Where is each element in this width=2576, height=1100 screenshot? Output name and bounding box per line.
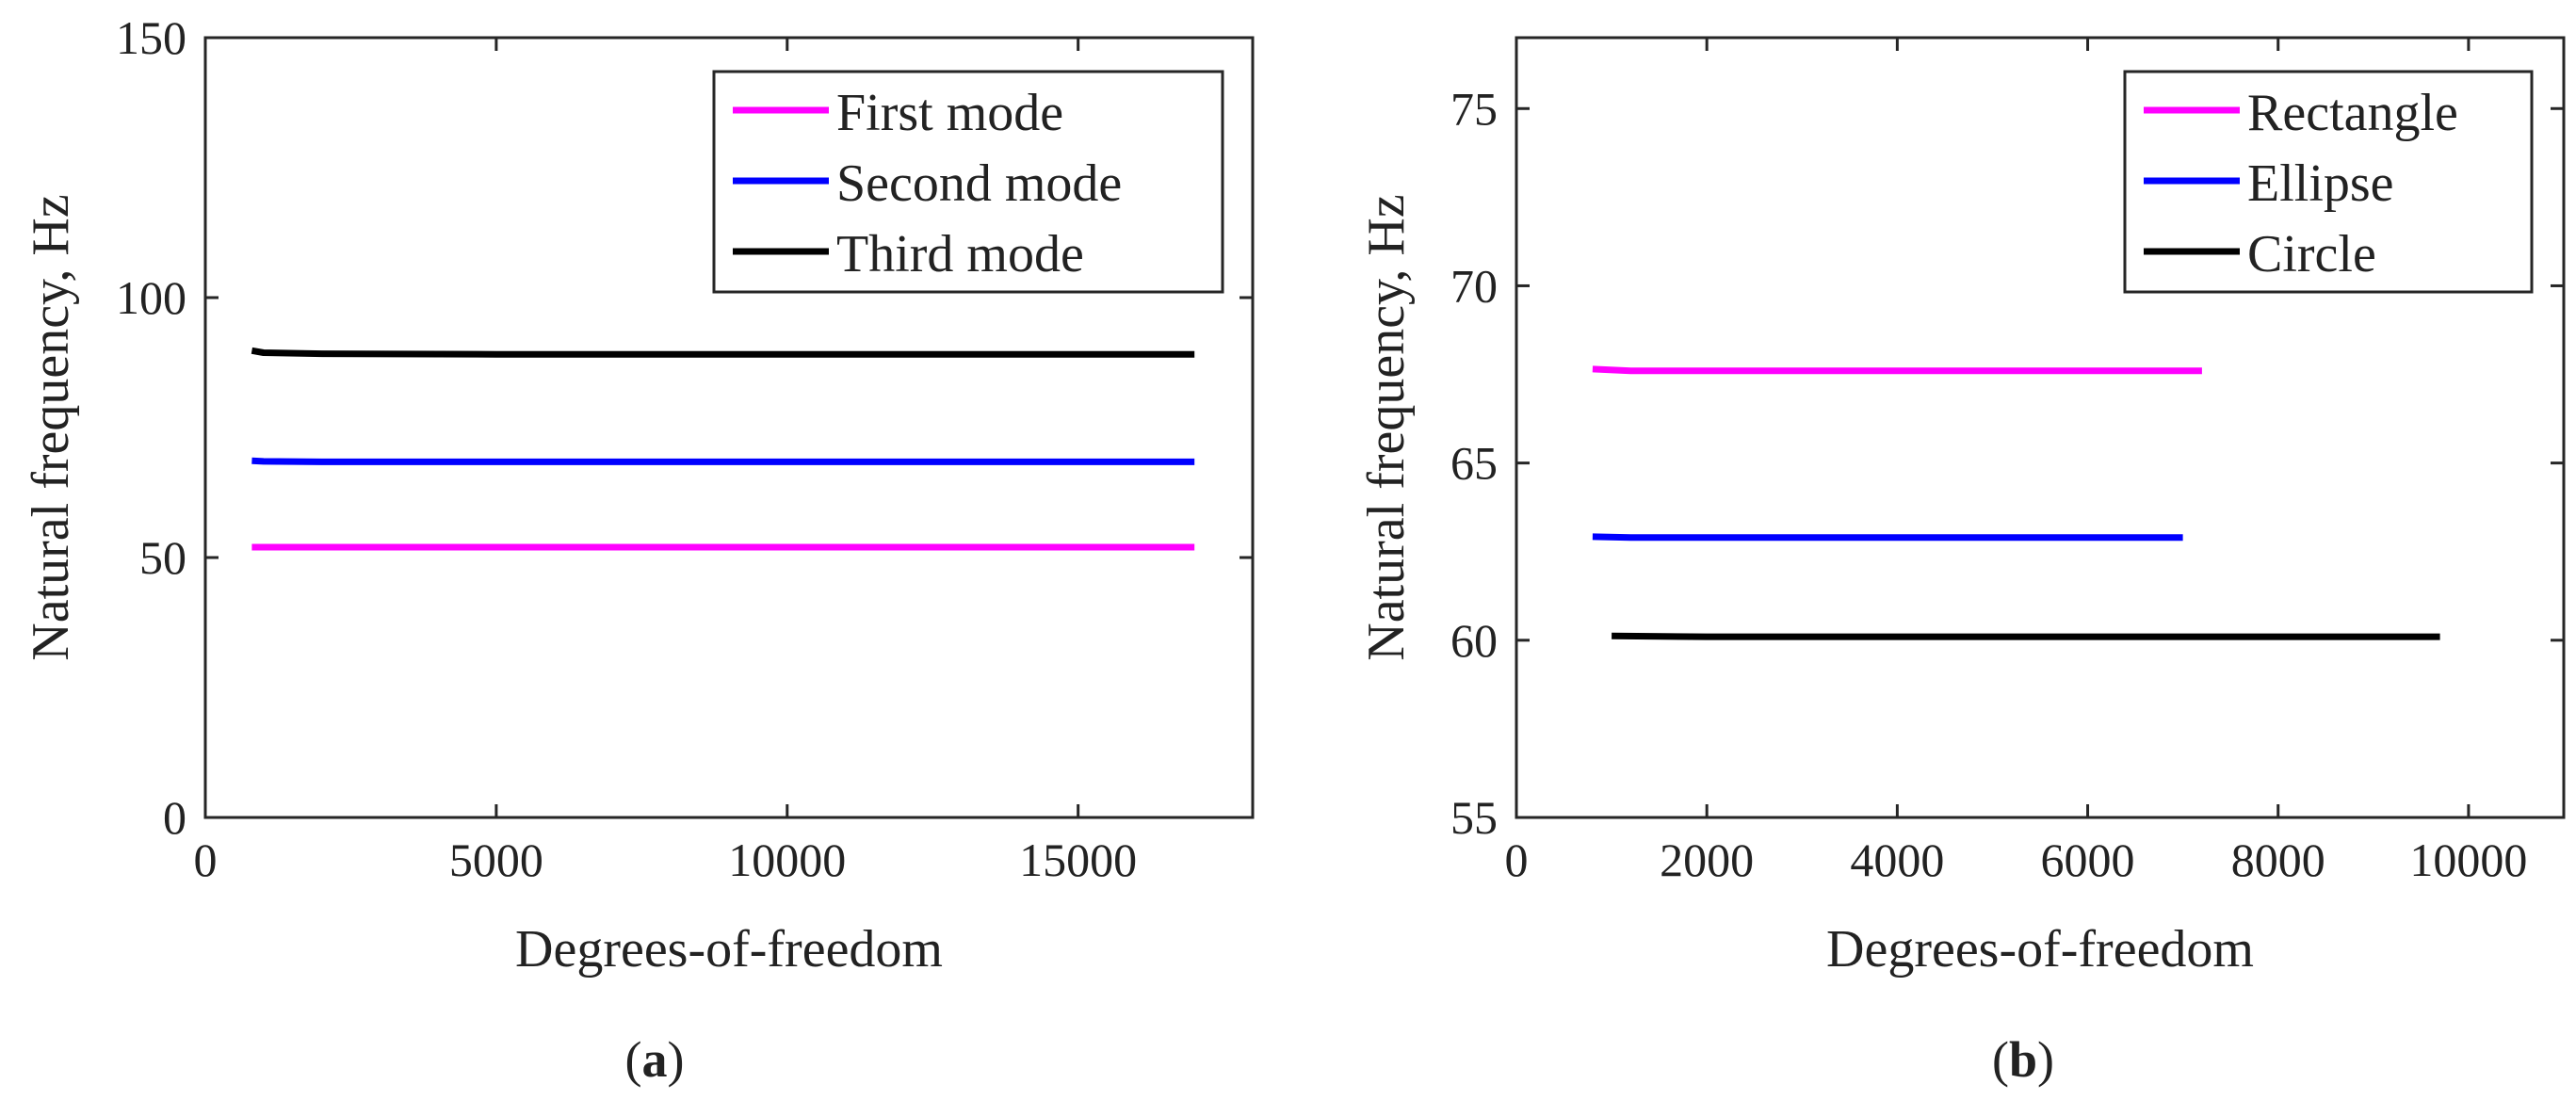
- chart-b-ticks: 0 2000 4000 6000 8000 10000 55 60 65 70 75: [1450, 38, 2564, 886]
- chart-a-ytick-label: 0: [163, 791, 186, 844]
- chart-b-xtick-label: 8000: [2231, 833, 2325, 886]
- chart-b-xtick-label: 4000: [1850, 833, 1944, 886]
- chart-b: 0 2000 4000 6000 8000 10000 55 60 65 70 75 Degrees…: [1357, 36, 2566, 1088]
- chart-b-xtick-label: 0: [1505, 833, 1529, 886]
- chart-b-series-2-line: [1612, 632, 2440, 640]
- chart-b-ytick-label: 60: [1450, 614, 1498, 667]
- chart-b-panel-label: (b): [1992, 1031, 2054, 1088]
- chart-b-xlabel: Degrees-of-freedom: [1826, 920, 2254, 979]
- chart-a-xtick-label: 10000: [728, 833, 846, 886]
- chart-a-series-2-line: [251, 347, 1195, 358]
- chart-b-marks: [1592, 365, 2440, 640]
- chart-a-ytick-label: 100: [116, 271, 186, 324]
- chart-a-legend-label-third: Third mode: [836, 225, 1084, 283]
- chart-a-xtick-label: 15000: [1019, 833, 1137, 886]
- chart-b-legend: Rectangle Ellipse Circle: [2123, 70, 2534, 294]
- chart-a-ylabel: Natural frequency, Hz: [22, 194, 80, 660]
- chart-b-ylabel: Natural frequency, Hz: [1357, 194, 1416, 660]
- chart-b-legend-label-circle: Circle: [2247, 225, 2376, 283]
- chart-a-xtick-label: 5000: [449, 833, 543, 886]
- chart-a-xtick-label: 0: [194, 833, 218, 886]
- chart-b-series-0-line: [1592, 365, 2202, 375]
- chart-a-legend-label-first: First mode: [836, 84, 1063, 142]
- chart-a-ytick-label: 50: [139, 531, 186, 584]
- chart-b-series-1-line: [1592, 533, 2183, 542]
- chart-b-xtick-label: 10000: [2409, 833, 2527, 886]
- chart-a-xlabel: Degrees-of-freedom: [515, 920, 943, 979]
- chart-a: 0 5000 10000 15000 0 50 100 150 Degrees-of-free…: [22, 11, 1255, 1088]
- chart-b-ytick-label: 70: [1450, 259, 1498, 312]
- chart-a-ytick-label: 150: [116, 11, 186, 64]
- chart-a-legend-label-second: Second mode: [836, 154, 1122, 213]
- chart-b-ytick-label: 55: [1450, 791, 1498, 844]
- chart-a-legend: First mode Second mode Third mode: [712, 70, 1224, 294]
- chart-a-ticks: 0 5000 10000 15000 0 50 100 150: [116, 11, 1253, 886]
- chart-a-panel-label: (a): [625, 1031, 685, 1088]
- chart-b-ytick-label: 65: [1450, 437, 1498, 490]
- chart-a-marks: [251, 347, 1195, 551]
- chart-b-xtick-label: 2000: [1660, 833, 1754, 886]
- chart-b-legend-label-ellipse: Ellipse: [2247, 154, 2394, 213]
- chart-b-ytick-label: 75: [1450, 82, 1498, 135]
- chart-b-legend-label-rectangle: Rectangle: [2247, 84, 2458, 142]
- chart-b-xtick-label: 6000: [2041, 833, 2135, 886]
